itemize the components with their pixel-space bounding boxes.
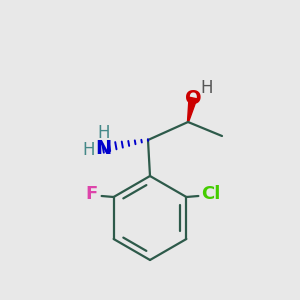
Text: F: F bbox=[85, 185, 98, 203]
Text: N: N bbox=[95, 139, 111, 158]
Text: O: O bbox=[185, 88, 201, 107]
Polygon shape bbox=[188, 97, 197, 122]
Text: H: H bbox=[201, 79, 213, 97]
Text: Cl: Cl bbox=[201, 185, 220, 203]
Text: H: H bbox=[98, 124, 110, 142]
Text: H: H bbox=[83, 141, 95, 159]
